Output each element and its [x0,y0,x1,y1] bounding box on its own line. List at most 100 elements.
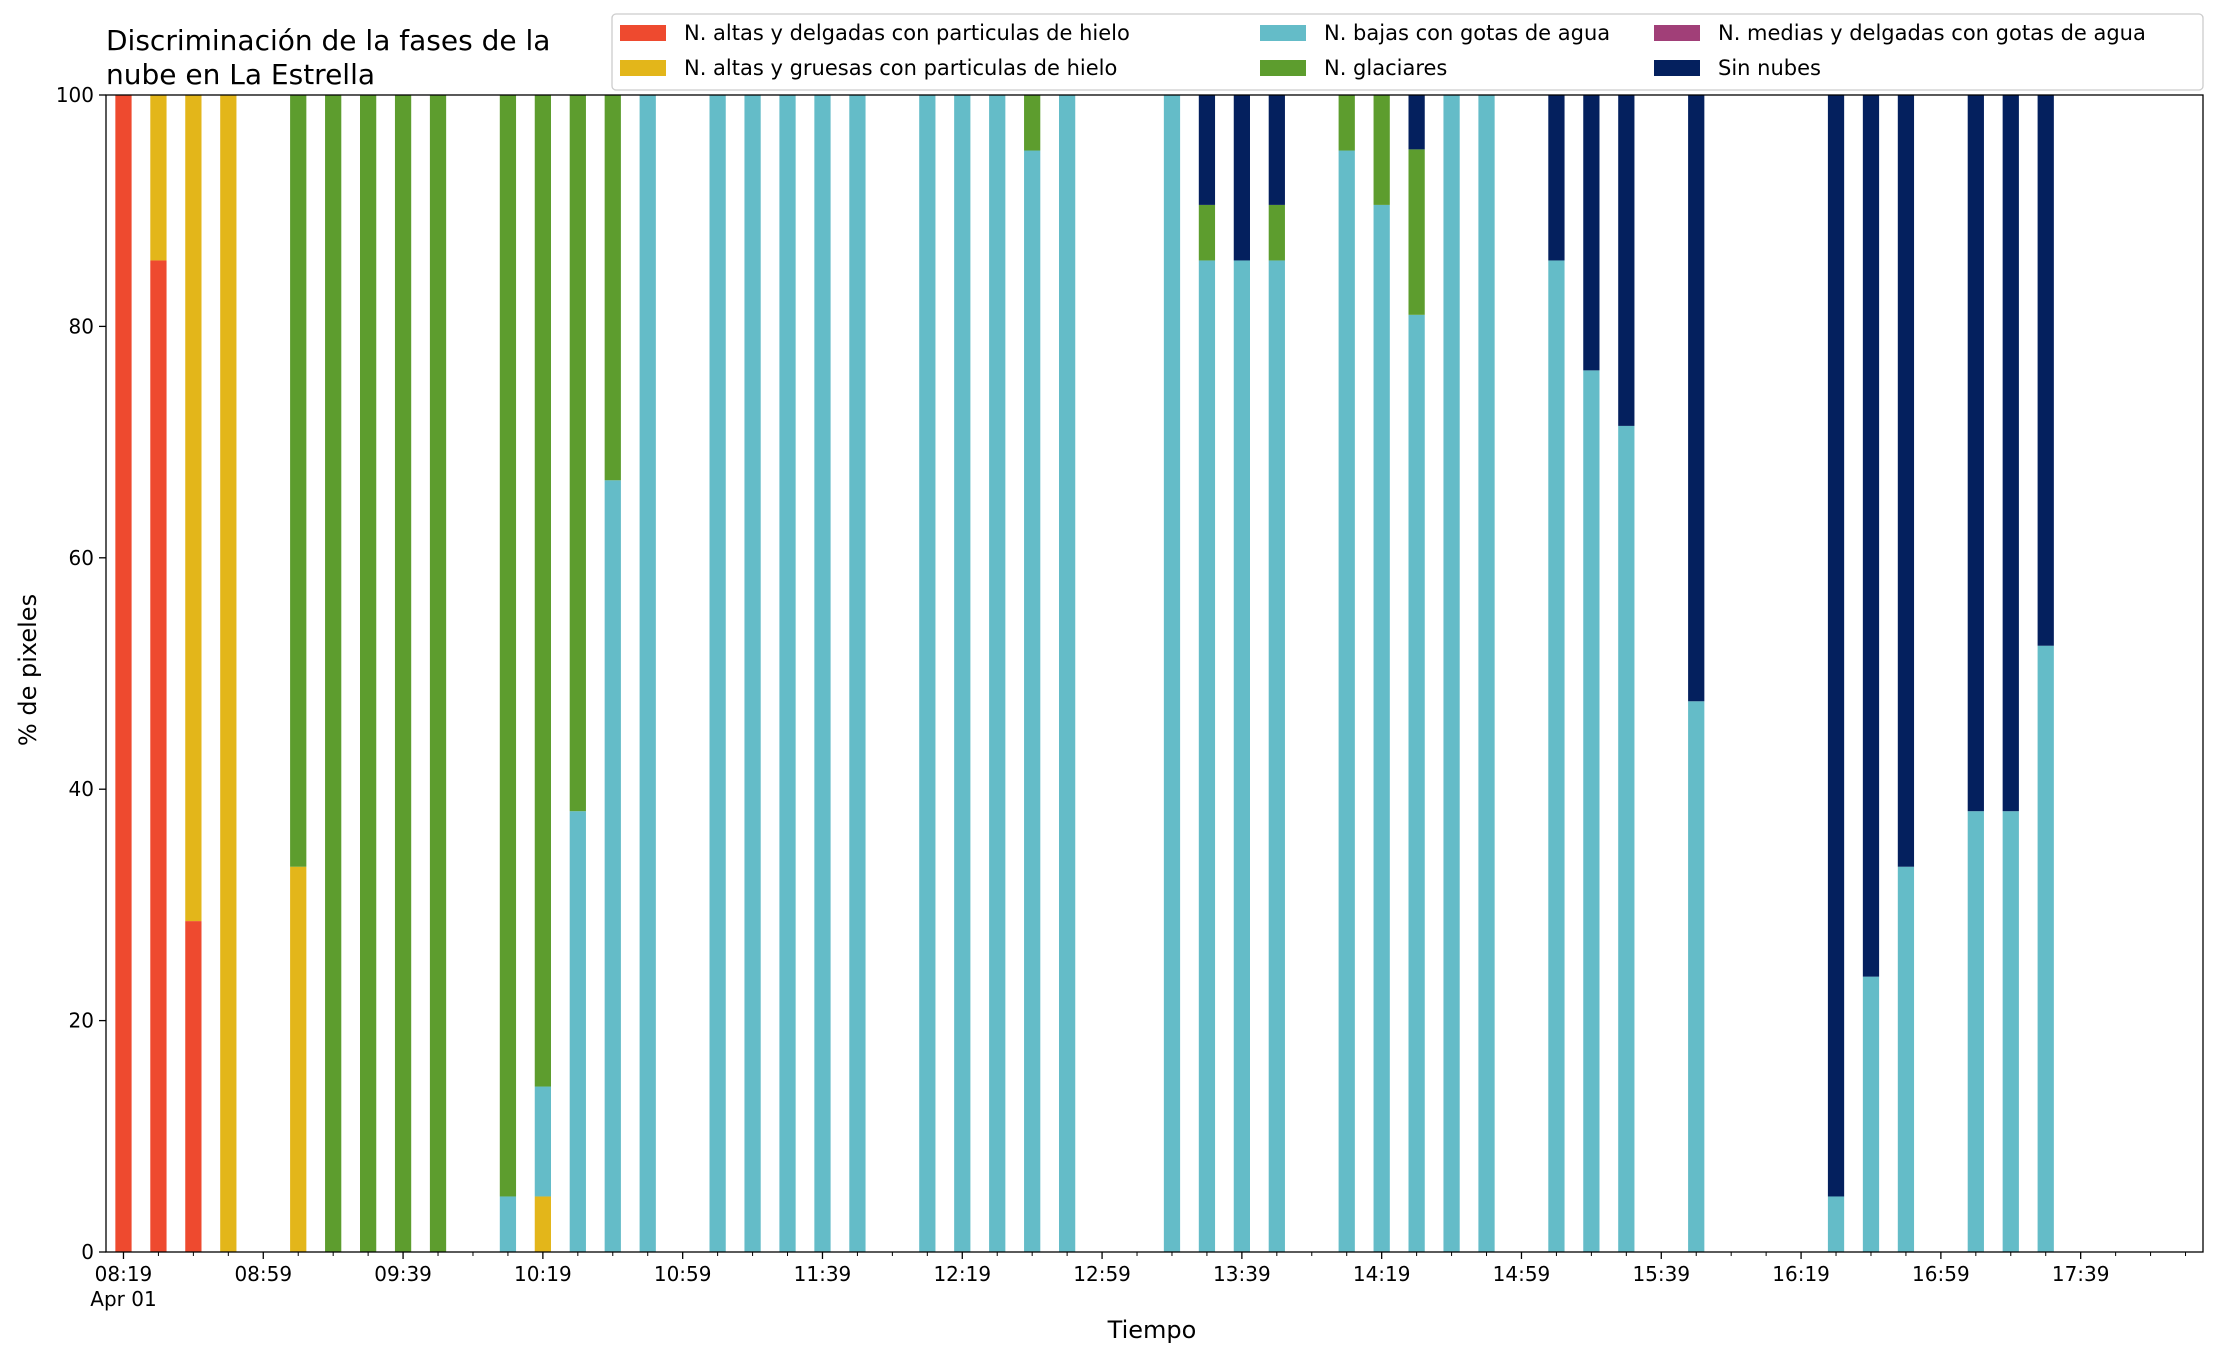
y-tick-label: 40 [69,777,94,801]
bar-segment [534,1086,552,1197]
bar-segment [639,95,656,1252]
bar-segment [499,1196,517,1252]
bar-segment [604,480,621,1252]
legend-label: N. medias y delgadas con gotas de agua [1718,21,2146,45]
bar-segment [534,1196,552,1252]
bar-segment [1408,95,1425,150]
legend-label: Sin nubes [1718,56,1821,80]
y-tick-label: 100 [56,83,94,107]
bar-segment [185,95,202,922]
bar-segment [1897,866,1915,1252]
bar-segment [1198,95,1216,205]
legend-swatch [1260,60,1306,76]
x-tick-label: 11:39 [794,1262,852,1286]
x-tick-label: 09:39 [374,1262,432,1286]
bar-segment [569,811,586,1252]
bar-segment [1583,370,1600,1253]
bar-segment [394,95,412,1252]
bar-segment [1443,95,1460,1252]
legend-label: N. altas y gruesas con particulas de hie… [684,56,1117,80]
legend-swatch [1654,60,1700,76]
legend-swatch [1654,25,1700,41]
bar-segment [325,95,342,1252]
bar-segment [1373,204,1390,1252]
bar-segment [290,866,307,1252]
bar-segment [1862,95,1880,977]
bar-segment [220,95,237,1252]
bar-segment [290,95,307,867]
x-tick-label: 17:39 [2052,1262,2110,1286]
y-tick-label: 0 [81,1240,94,1264]
bar-segment [989,95,1006,1252]
bar-segment [499,95,517,1197]
bar-segment [1688,95,1705,702]
chart-title-line: nube en La Estrella [106,58,375,91]
x-axis-label: Tiempo [1107,1316,1197,1344]
legend-label: N. altas y delgadas con particulas de hi… [684,21,1130,45]
bar-segment [1618,95,1635,426]
plot-frame [105,94,2204,1253]
bar-segment [1233,95,1251,261]
bar-segment [744,95,761,1252]
legend-swatch [620,60,666,76]
y-tick-label: 20 [69,1009,94,1033]
bar-segment [1548,260,1565,1252]
legend-swatch [1260,25,1306,41]
chart-title-line: Discriminación de la fases de la [106,24,550,57]
bar-segment [1233,260,1251,1252]
bar-segment [1338,150,1355,1252]
x-tick-label: 15:39 [1632,1262,1690,1286]
x-tick-label: 10:19 [514,1262,572,1286]
bar-segment [1058,95,1076,1252]
bar-segment [115,95,132,1252]
bar-segment [849,95,866,1252]
x-tick-label: 08:19 [95,1262,153,1286]
bar-segment [1967,811,1984,1252]
bar-segment [2002,811,2019,1252]
bar-segment [1268,95,1285,205]
bar-segment [1024,150,1041,1252]
x-tick-label: 16:59 [1912,1262,1970,1286]
x-tick-sublabel: Apr 01 [90,1287,156,1311]
x-tick-label: 12:19 [933,1262,991,1286]
bar-segment [1268,260,1285,1252]
bar-segment [1198,260,1216,1252]
bar-segment [2037,645,2054,1252]
bar-segment [1967,95,1984,812]
bar-segment [1408,314,1425,1253]
x-tick-label: 12:59 [1073,1262,1131,1286]
bar-segment [1408,149,1425,315]
bar-segment [779,95,796,1252]
bar-segment [604,95,621,481]
bar-segment [150,260,167,1252]
bar-segment [1338,95,1355,151]
legend-label: N. glaciares [1324,56,1447,80]
bar-segment [814,95,831,1252]
bar-segment [1827,95,1845,1197]
x-tick-label: 08:59 [234,1262,292,1286]
x-tick-label: 14:19 [1353,1262,1411,1286]
bar-segment [1548,95,1565,261]
bar-segment [534,95,552,1087]
legend: N. altas y delgadas con particulas de hi… [611,13,2204,91]
legend-swatch [620,25,666,41]
bar-segment [2037,95,2054,646]
bar-segment [709,95,726,1252]
chart-title: Discriminación de la fases de la nube en … [106,24,550,91]
bar-segment [1688,701,1705,1252]
y-tick-label: 80 [69,314,94,338]
y-tick-label: 60 [69,546,94,570]
x-tick-label: 14:59 [1493,1262,1551,1286]
bar-segment [1897,95,1915,867]
x-tick-label: 16:19 [1772,1262,1830,1286]
bar-segment [150,95,167,261]
bar-segment [954,95,971,1252]
bar-segment [1373,95,1390,205]
bar-segment [919,95,936,1252]
x-tick-label: 13:39 [1213,1262,1271,1286]
bar-segment [1583,95,1600,371]
legend-box [611,13,2204,91]
